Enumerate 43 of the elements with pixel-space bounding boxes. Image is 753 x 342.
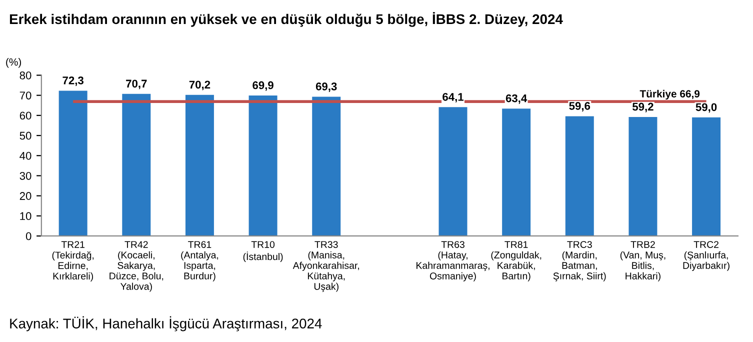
data-label: 59,0 [696, 103, 717, 113]
y-tick-label: 0 [26, 232, 32, 240]
x-tick-label: TR42 (Kocaeli, Sakarya, Düzce, Bolu, Yalova) [110, 241, 164, 292]
x-tick-label: TR33 (Manisa, Afyonkarahisar, Kütahya, Uşak) [292, 241, 359, 292]
bar [565, 116, 594, 236]
x-tick-label: TRC3 (Mardin, Batman, Şırnak, Siirt) [553, 241, 606, 282]
data-label: 69,3 [316, 82, 337, 92]
data-label: 70,2 [189, 80, 210, 90]
bar [312, 96, 341, 236]
bar [58, 90, 88, 236]
data-label: 64,1 [442, 92, 464, 102]
x-tick-label: TR63 (Hatay, Kahramanmaraş, Osmaniye) [416, 241, 490, 282]
y-tick-label: 30 [20, 172, 32, 180]
data-label: 70,7 [126, 80, 147, 90]
bar [185, 94, 214, 236]
y-axis-title: (%) [6, 58, 22, 68]
y-tick-label: 20 [20, 192, 32, 200]
bar [692, 117, 721, 236]
data-label: 72,3 [62, 76, 84, 86]
bar [248, 96, 278, 236]
y-tick-label: 70 [20, 92, 32, 100]
text: Kaynak: TÜİK, Hanehalkı İşgücü Araştırması, 2024 [10, 316, 322, 332]
data-label: 63,4 [506, 94, 528, 104]
y-tick-label: 10 [20, 212, 32, 220]
ref-line-label: Türkiye 66,9 [640, 90, 700, 100]
data-label: 59,6 [569, 102, 590, 112]
bar [438, 107, 468, 236]
y-tick-label: 60 [20, 112, 32, 120]
x-tick-label: TR21 (Tekirdağ, Edirne, Kırklareli) [52, 241, 94, 282]
x-tick-label: TR10 (İstanbul) [243, 241, 283, 262]
y-tick-label: 40 [20, 152, 32, 160]
y-tick-label: 80 [20, 72, 32, 80]
x-tick-label: TRB2 (Van, Muş, Bitlis, Hakkari) [620, 241, 666, 282]
bar [502, 108, 531, 236]
x-tick-label: TRC2 (Şanlıurfa, Diyarbakır) [683, 241, 730, 271]
x-tick-label: TR61 (Antalya, Isparta, Burdur) [181, 241, 218, 282]
bar [628, 117, 658, 236]
x-tick-label: TR81 (Zonguldak, Karabük, Bartın) [491, 241, 542, 282]
chart-title: Erkek istihdam oranının en yüksek ve en düşük olduğu 5 bölge, İBBS 2. Düzey, 2024 [10, 12, 563, 27]
bar [122, 94, 151, 236]
data-label: 69,9 [252, 81, 274, 91]
data-label: 59,2 [632, 102, 654, 112]
y-tick-label: 50 [20, 132, 32, 140]
